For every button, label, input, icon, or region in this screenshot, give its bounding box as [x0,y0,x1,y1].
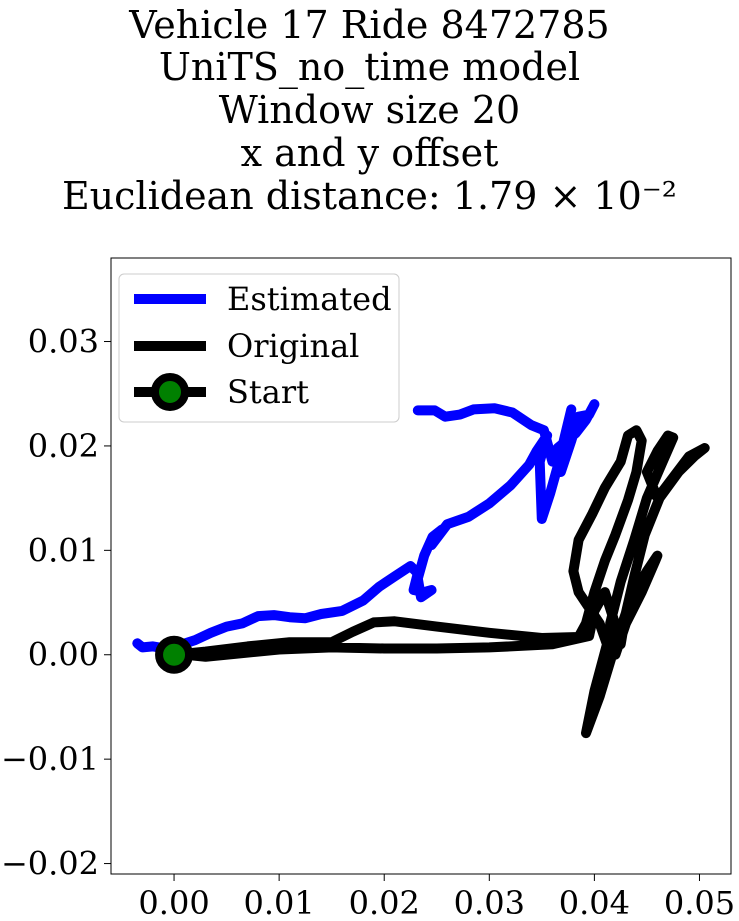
chart-title-line-3: Window size 20 [218,88,521,132]
chart-title-line-2: UniTS_no_time model [158,45,581,89]
x-tick-label: 0.00 [138,884,209,921]
x-tick-label: 0.02 [349,884,420,921]
chart-title-line-5: Euclidean distance: 1.79 × 10⁻² [61,174,678,218]
y-tick-label: 0.03 [28,323,99,361]
y-axis-ticks: −0.02 −0.01 0.00 0.01 0.02 0.03 [1,323,111,883]
legend-label-start: Start [227,373,309,411]
x-axis-ticks: 0.00 0.01 0.02 0.03 0.04 0.05 [138,874,735,921]
legend-box [118,273,400,423]
chart-title-line-1: Vehicle 17 Ride 8472785 [129,3,610,47]
series-line-estimated [132,399,600,654]
series-line-original [169,425,710,739]
chart-title-line-4: x and y offset [240,131,499,175]
legend-start-marker [151,373,189,411]
y-tick-label: 0.00 [28,636,99,674]
x-tick-label: 0.04 [559,884,630,921]
legend-label-estimated: Estimated [227,280,392,318]
y-tick-label: 0.02 [28,427,99,465]
x-tick-label: 0.05 [664,884,735,921]
legend-label-original: Original [227,327,359,365]
axes-frame [110,257,732,875]
y-tick-label: 0.01 [28,531,99,569]
plot-lines [132,399,710,739]
x-tick-label: 0.03 [454,884,525,921]
y-tick-label: −0.01 [1,740,99,778]
legend: Estimated Original Start [118,273,400,423]
start-point-marker [155,635,194,674]
y-tick-label: −0.02 [1,845,99,883]
x-tick-label: 0.01 [244,884,315,921]
